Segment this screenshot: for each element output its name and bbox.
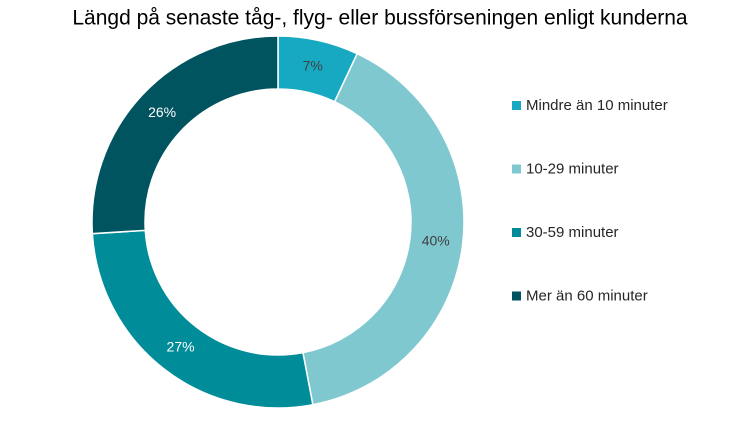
legend-swatch [512,101,521,110]
legend-text: Mer än 60 minuter [526,287,648,304]
legend-swatch [512,228,521,237]
legend-swatch [512,291,521,301]
legend-text: Mindre än 10 minuter [526,97,668,114]
legend-swatch [512,164,521,174]
value-label: 7% [303,58,323,74]
legend-text: 30-59 minuter [526,224,619,241]
legend-text: 10-29 minuter [526,160,619,177]
chart-title: Längd på senaste tåg-, flyg- eller bussf… [72,7,688,30]
donut-segment [302,52,465,406]
value-label: 26% [148,104,176,120]
donut-segment [91,229,314,409]
value-label: 40% [422,233,450,249]
donut-segment [91,35,279,235]
value-label: 27% [167,338,195,354]
